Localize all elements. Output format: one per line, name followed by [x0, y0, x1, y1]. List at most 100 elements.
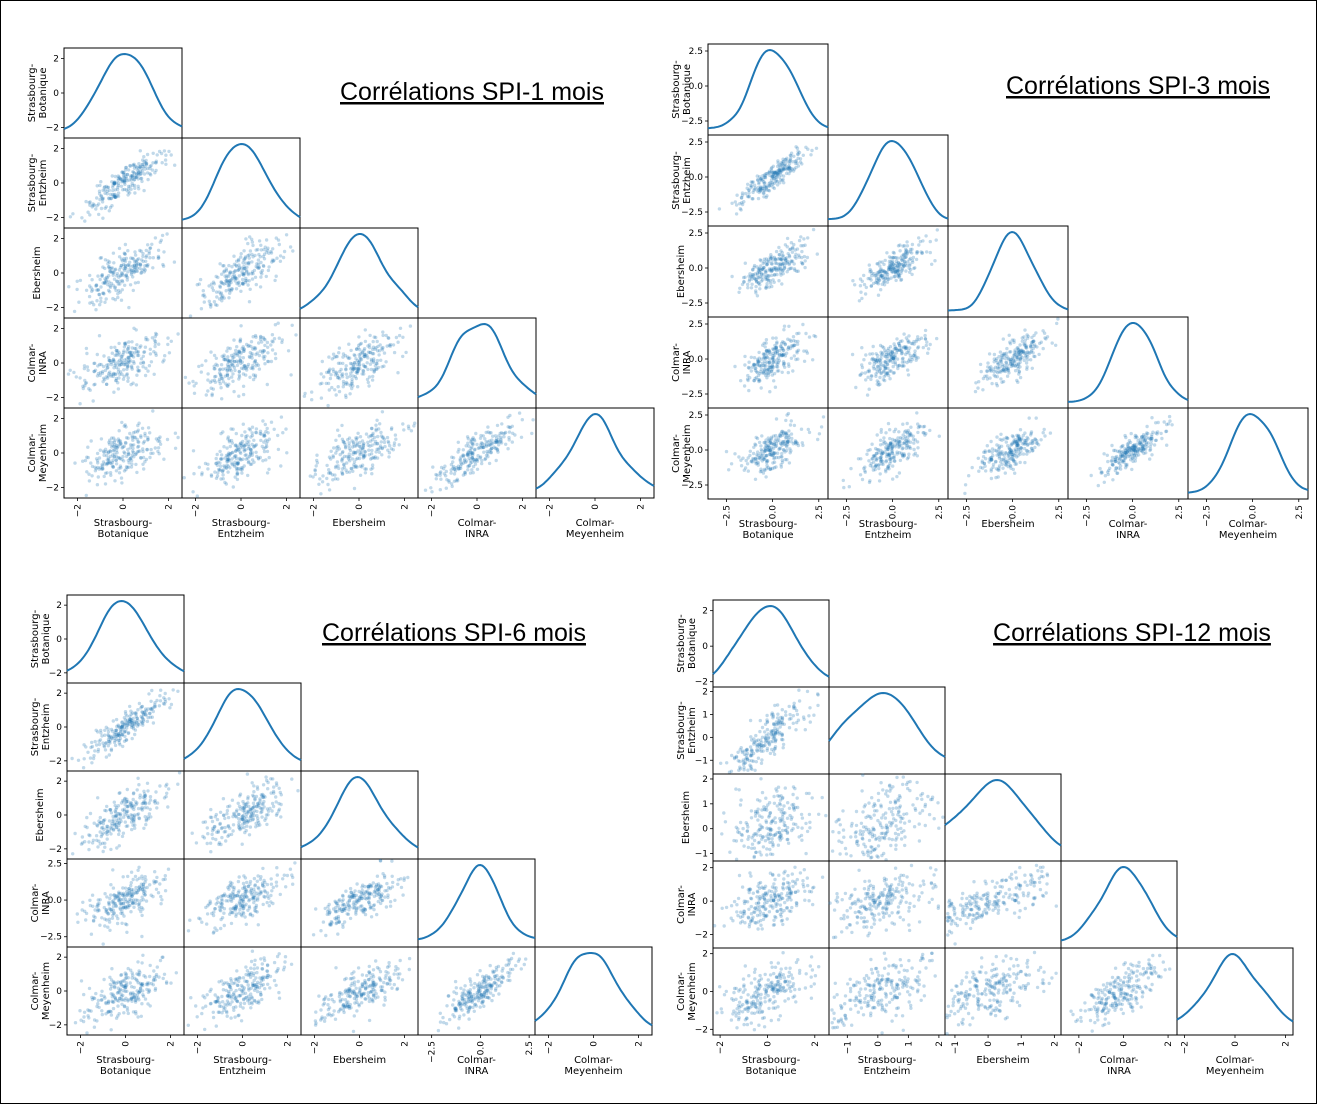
scatter-point — [885, 466, 890, 471]
matrix-title: Corrélations SPI-1 mois — [340, 78, 604, 106]
scatter-point — [778, 262, 782, 266]
scatter-point — [95, 483, 100, 487]
scatter-point — [96, 730, 100, 734]
scatter-point — [173, 431, 178, 435]
scatter-point — [878, 472, 882, 476]
scatter-point — [1025, 452, 1029, 456]
scatter-point — [796, 269, 800, 273]
scatter-point — [786, 337, 790, 341]
scatter-point — [139, 270, 144, 275]
scatter-point — [1119, 455, 1123, 459]
scatter-point — [109, 270, 113, 274]
scatter-point — [130, 174, 134, 178]
scatter-point — [87, 479, 92, 483]
scatter-point — [369, 367, 374, 372]
scatter-point — [83, 219, 87, 223]
scatter-point — [162, 358, 166, 362]
scatter-point — [841, 478, 845, 483]
scatter-point — [788, 159, 792, 164]
scatter-point — [123, 168, 128, 172]
scatter-point — [105, 458, 110, 462]
scatter-point — [758, 258, 762, 262]
scatter-point — [228, 288, 232, 293]
scatter-point — [187, 381, 191, 385]
scatter-point — [359, 357, 364, 362]
scatter-point — [788, 153, 792, 157]
scatter-point — [356, 385, 360, 389]
scatter-point — [210, 393, 214, 398]
label-line: Colmar- — [27, 433, 38, 472]
scatter-point — [504, 442, 508, 446]
x-axis-label: Strasbourg-Entzheim — [212, 518, 271, 540]
scatter-point — [770, 446, 774, 450]
scatter-point — [761, 471, 766, 475]
scatter-point — [128, 350, 132, 355]
scatter-point — [118, 176, 122, 180]
scatter-point — [218, 449, 222, 454]
scatter-point — [912, 447, 916, 452]
y-tick-label: 2.5 — [689, 320, 703, 330]
cell-colmar-inra-vs-strasbourg-entzheim — [827, 316, 949, 409]
scatter-point — [94, 283, 99, 287]
scatter-point — [139, 172, 143, 176]
scatter-point — [907, 445, 912, 449]
scatter-point — [1131, 456, 1135, 460]
scatter-point — [250, 270, 255, 274]
scatter-point — [909, 425, 913, 429]
scatter-point — [344, 468, 348, 472]
scatter-point — [133, 186, 137, 190]
y-tick-label: −2.5 — [681, 208, 703, 218]
scatter-point — [985, 369, 989, 373]
scatter-point — [1017, 437, 1022, 442]
scatter-point — [150, 168, 155, 172]
scatter-point — [129, 175, 133, 179]
scatter-point — [765, 372, 769, 376]
cell-colmar-inra-vs-colmar-inra — [1067, 316, 1189, 409]
scatter-point — [345, 454, 349, 459]
scatter-point — [895, 264, 900, 269]
label-line: Strasbourg- — [94, 518, 153, 529]
scatter-point — [733, 364, 737, 369]
scatter-point — [875, 356, 880, 361]
scatter-point — [470, 445, 474, 449]
scatter-point — [890, 270, 894, 274]
scatter-point — [228, 270, 232, 274]
scatter-point — [483, 457, 487, 462]
scatter-point — [281, 431, 285, 435]
scatter-point — [219, 386, 223, 390]
scatter-point — [1020, 355, 1024, 360]
scatter-point — [224, 279, 228, 283]
scatter-point — [144, 161, 149, 166]
scatter-point — [772, 181, 777, 185]
scatter-point — [259, 438, 263, 443]
scatter-point — [783, 243, 788, 247]
scatter-point — [1110, 443, 1114, 448]
scatter-point — [108, 269, 112, 273]
scatter-point — [784, 418, 788, 423]
scatter-point — [350, 386, 354, 391]
scatter-point — [1142, 451, 1146, 456]
scatter-point — [137, 440, 141, 444]
scatter-point — [1018, 460, 1022, 465]
scatter-point — [886, 448, 890, 452]
y-tick-label: −2 — [46, 304, 59, 314]
scatter-point — [368, 345, 372, 350]
scatter-point — [117, 429, 121, 433]
scatter-point — [1123, 447, 1127, 451]
scatter-point — [139, 706, 143, 710]
scatter-point — [1106, 459, 1110, 464]
scatter-point — [794, 159, 798, 163]
scatter-point — [342, 463, 346, 467]
scatter-point — [1005, 436, 1009, 440]
scatter-point — [157, 149, 162, 154]
scatter-point — [131, 438, 135, 442]
scatter-point — [261, 419, 265, 423]
scatter-point — [116, 194, 121, 198]
scatter-point — [761, 457, 766, 461]
scatter-point — [158, 240, 162, 244]
scatter-point — [143, 264, 147, 268]
scatter-point — [790, 436, 794, 441]
scatter-point — [804, 349, 809, 353]
scatter-point — [760, 275, 764, 280]
scatter-point — [915, 250, 920, 254]
